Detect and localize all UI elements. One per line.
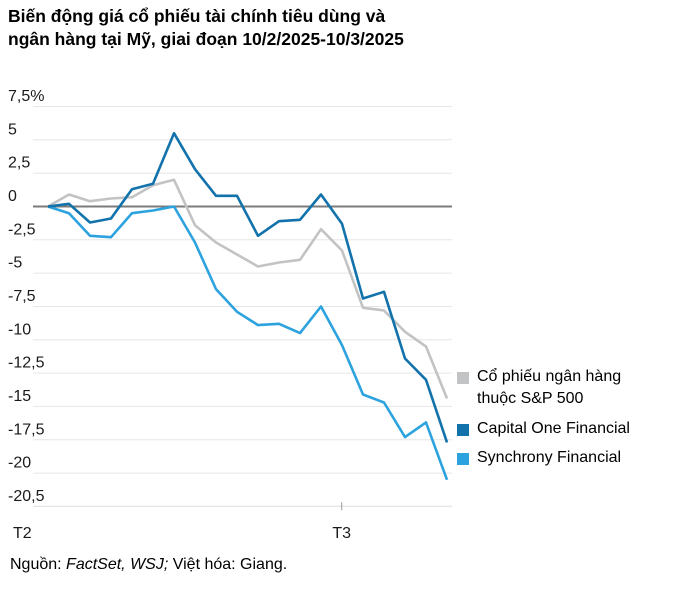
x-axis-label-t2: T2: [13, 525, 32, 542]
legend-swatch-synchrony: [457, 453, 469, 466]
y-axis-label: 7,5%: [8, 88, 44, 105]
chart-title: Biến động giá cổ phiếu tài chính tiêu dù…: [8, 5, 528, 52]
legend-label-synchrony: Synchrony Financial: [477, 449, 622, 467]
x-axis-label-t3: T3: [332, 525, 351, 542]
legend-item-capital-one: Capital One Financial: [457, 418, 653, 440]
y-axis-label: -10: [8, 321, 31, 338]
legend-label-sp500-banks: Cổ phiếu ngân hàng thuộc S&P 500: [477, 368, 622, 408]
source-prefix: Nguồn:: [10, 556, 67, 573]
chart-title-line2: ngân hàng tại Mỹ, giai đoạn 10/2/2025-10…: [8, 29, 404, 50]
source-publications: FactSet, WSJ;: [66, 556, 169, 573]
y-axis-label: -17,5: [8, 421, 45, 438]
y-axis-label: 5: [8, 121, 17, 138]
y-axis-label: 2,5: [8, 155, 30, 172]
source-suffix: Việt hóa: Giang.: [168, 556, 288, 573]
series-line-synchrony: [47, 205, 449, 481]
legend-swatch-capital-one: [457, 423, 469, 436]
y-axis-label: -7,5: [8, 288, 36, 305]
y-axis-label: -20: [8, 455, 31, 472]
series-line-capital-one: [47, 131, 449, 443]
y-axis-label: -20,5: [8, 488, 45, 505]
y-axis-label: -5: [8, 255, 22, 272]
y-axis-label: -15: [8, 388, 31, 405]
source-note: Nguồn: FactSet, WSJ; Việt hóa: Giang.: [10, 556, 287, 574]
legend-label-capital-one: Capital One Financial: [477, 419, 630, 437]
y-axis-label: 0: [8, 188, 17, 205]
legend-swatch-sp500-banks: [457, 372, 469, 384]
y-axis-label: -2,5: [8, 221, 36, 238]
y-axis-label: -12,5: [8, 355, 45, 372]
legend-item-sp500-banks: Cổ phiếu ngân hàng thuộc S&P 500: [457, 366, 653, 411]
legend: Cổ phiếu ngân hàng thuộc S&P 500 Capital…: [457, 366, 653, 470]
series-line-sp500-banks: [47, 178, 449, 399]
chart-title-line1: Biến động giá cổ phiếu tài chính tiêu dù…: [8, 6, 386, 26]
legend-item-synchrony: Synchrony Financial: [457, 447, 653, 469]
